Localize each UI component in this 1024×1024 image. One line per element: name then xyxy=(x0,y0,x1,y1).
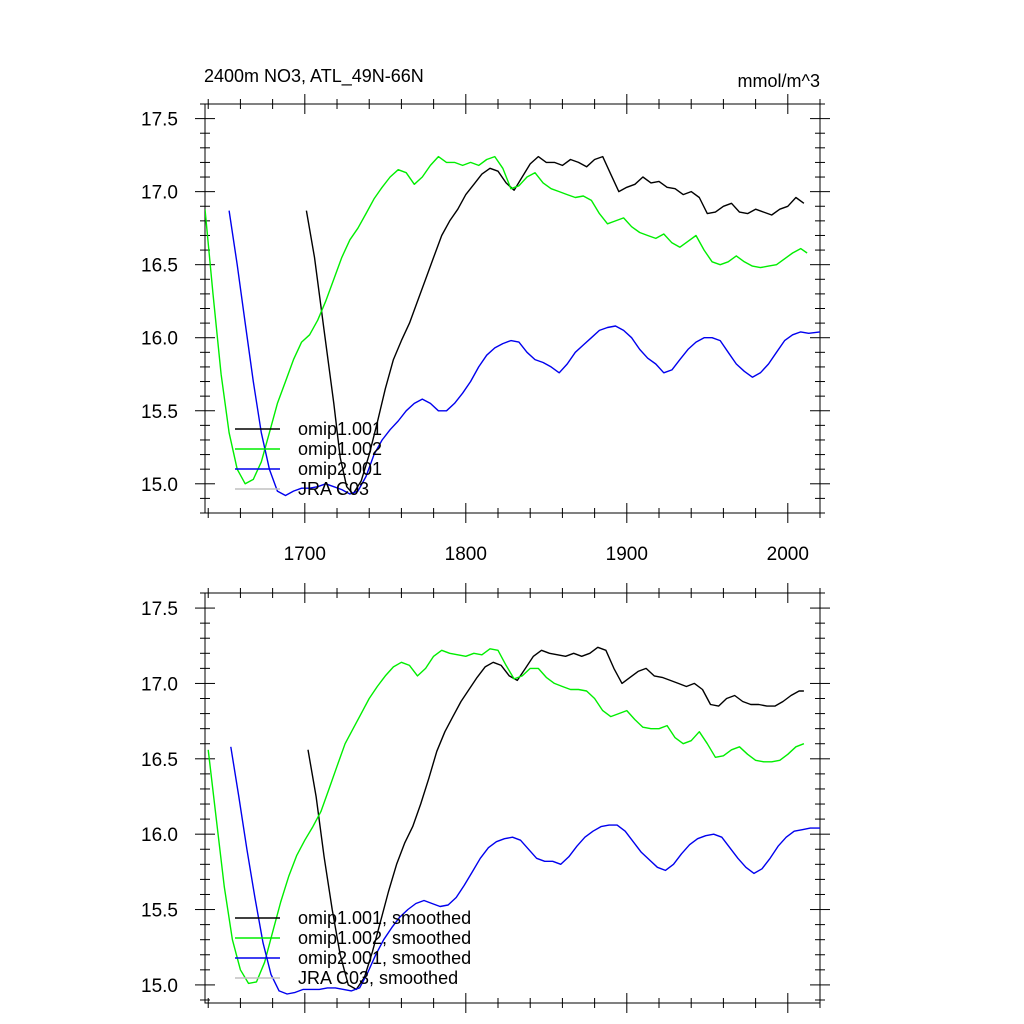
units-label: mmol/m^3 xyxy=(738,71,820,91)
legend-label: omip1.002, smoothed xyxy=(298,928,471,948)
y-tick-label: 17.5 xyxy=(141,599,178,620)
legend-label: omip1.001, smoothed xyxy=(298,908,471,928)
chart-title: 2400m NO3, ATL_49N-66N xyxy=(204,66,424,87)
y-tick-label: 17.5 xyxy=(141,110,178,131)
series-line xyxy=(230,746,820,995)
series-line xyxy=(305,155,805,495)
top-panel: 1700 1800 1900 2000 15.0 15.5 16.0 16.5 17.0 17.5… xyxy=(141,94,830,565)
series-group xyxy=(207,646,820,995)
plot-frame xyxy=(204,592,821,1004)
y-tick-label: 15.5 xyxy=(141,402,178,423)
bottom-panel: 15.0 15.5 16.0 16.5 17.0 17.5 omip1.001, smoot… xyxy=(141,583,830,1013)
y-tick-label: 17.0 xyxy=(141,183,178,204)
y-tick-label: 15.0 xyxy=(141,976,178,997)
legend-label: omip1.002 xyxy=(298,439,382,459)
x-tick-label: 1700 xyxy=(284,544,326,565)
legend-label: JRA C03 xyxy=(298,479,369,499)
y-tick-label: 16.0 xyxy=(141,329,178,350)
y-tick-label: 15.5 xyxy=(141,901,178,922)
x-tick-label: 2000 xyxy=(767,544,809,565)
x-tick-label: 1900 xyxy=(606,544,648,565)
y-tick-label: 16.5 xyxy=(141,256,178,277)
legend-label: omip2.001, smoothed xyxy=(298,948,471,968)
x-tick-label: 1800 xyxy=(445,544,487,565)
y-tick-label: 15.0 xyxy=(141,475,178,496)
series-line xyxy=(307,646,804,991)
legend-label: omip1.001 xyxy=(298,419,382,439)
series-line xyxy=(205,155,808,485)
series-line xyxy=(207,648,805,985)
legend-label: omip2.001 xyxy=(298,459,382,479)
legend-label: JRA C03, smoothed xyxy=(298,968,458,988)
y-tick-label: 16.5 xyxy=(141,750,178,771)
series-line xyxy=(228,210,820,497)
y-tick-label: 16.0 xyxy=(141,825,178,846)
series-group xyxy=(205,155,820,497)
y-tick-label: 17.0 xyxy=(141,674,178,695)
